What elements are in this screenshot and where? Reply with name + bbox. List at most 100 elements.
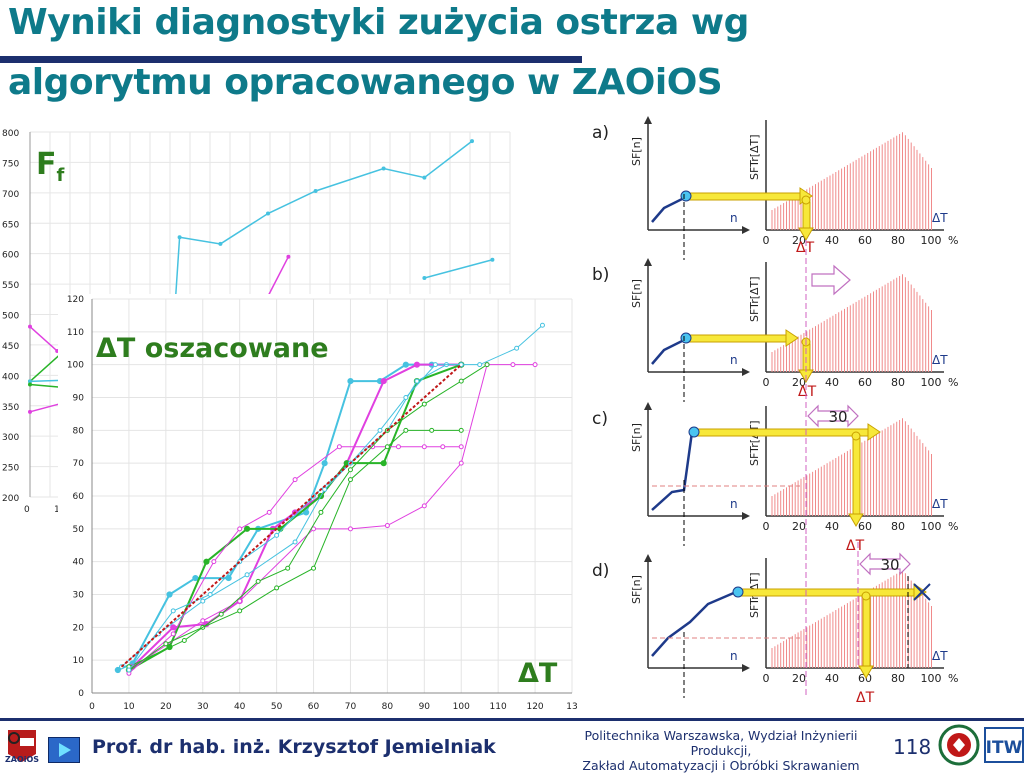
- sf-x-label: n: [730, 353, 738, 367]
- panel-label: b): [592, 265, 609, 285]
- ff-ytick-label: 300: [2, 433, 19, 443]
- sftr-xtick-label: 100: [921, 520, 942, 533]
- dt-point: [274, 532, 280, 538]
- sf-y-arrowhead: [644, 116, 652, 124]
- dt-arrow: [862, 597, 871, 667]
- dt-ytick-label: 20: [73, 623, 85, 633]
- dt-xtick-label: 50: [271, 702, 283, 712]
- dt-point: [200, 598, 206, 604]
- transfer-arrow: [685, 192, 801, 201]
- dt-point: [377, 427, 383, 433]
- dt-point: [244, 572, 250, 578]
- ff-ytick-label: 550: [2, 281, 19, 291]
- dt-point: [380, 377, 387, 385]
- sf-y-label: SF[n]: [630, 423, 643, 452]
- dt-xtick-label: 80: [382, 702, 394, 712]
- itw-logo: ITW: [984, 727, 1024, 763]
- sf-y-arrowhead: [644, 258, 652, 266]
- next-slide-button[interactable]: [48, 737, 80, 763]
- dt-point: [458, 378, 464, 384]
- ff-series-line: [424, 259, 493, 279]
- slide-title-line2: algorytmu opracowanego w ZAOiOS: [8, 62, 723, 103]
- dt-point: [413, 361, 421, 368]
- dt-point: [414, 378, 420, 384]
- ff-ytick-label: 750: [2, 159, 19, 169]
- dt-axis-label: ΔT: [518, 658, 558, 689]
- dt-point: [207, 592, 213, 597]
- dt-point: [203, 558, 210, 565]
- ff-ytick-label: 400: [2, 372, 19, 382]
- ff-ytick-label: 350: [2, 403, 19, 413]
- dt-point: [321, 460, 328, 467]
- dt-point: [380, 460, 387, 467]
- percent-sign: %: [948, 520, 958, 533]
- ff-series-line: [165, 140, 473, 443]
- dt-point: [237, 598, 243, 604]
- ff-point: [28, 409, 32, 414]
- sftr-xtick-label: 80: [891, 376, 905, 389]
- sftr-xtick-label: 20: [792, 376, 806, 389]
- sf-current-point: [732, 586, 744, 598]
- dt-point: [114, 666, 121, 674]
- sftr-xtick-label: 80: [891, 234, 905, 247]
- sf-x-label: n: [730, 211, 738, 225]
- dt-point: [211, 559, 217, 565]
- dt-ytick-label: 90: [73, 394, 85, 404]
- dt-ytick-label: 10: [73, 656, 85, 666]
- sftr-xtick-label: 40: [825, 672, 839, 685]
- dt-arrow: [802, 201, 811, 229]
- slide-title-line1: Wyniki diagnostyki zużycia ostrza wg: [8, 2, 749, 43]
- ff-point: [422, 276, 427, 280]
- dt-arrowhead: [848, 513, 864, 527]
- sftr-x-label: ΔT: [932, 211, 948, 225]
- dt-point: [166, 591, 173, 598]
- dt-xtick-label: 0: [89, 702, 95, 712]
- institution-line2: Zakład Automatyzacji i Obróbki Skrawanie…: [582, 758, 860, 773]
- sf-y-label: SF[n]: [630, 279, 643, 308]
- dt-ytick-label: 100: [67, 361, 84, 371]
- ff-ytick-label: 250: [2, 464, 19, 474]
- dt-estimated-label: ΔT oszacowane: [96, 333, 329, 364]
- sftr-xtick-label: 0: [763, 376, 770, 389]
- ff-ytick-label: 500: [2, 312, 19, 322]
- ff-ytick-label: 700: [2, 190, 19, 200]
- dt-ytick-label: 110: [67, 328, 84, 338]
- panel-label: c): [592, 409, 608, 429]
- sftr-y-label: SFTr[ΔT]: [748, 420, 761, 466]
- dt-ytick-label: 120: [67, 295, 84, 305]
- dt-point: [510, 362, 516, 368]
- dt-point: [126, 667, 132, 673]
- sftr-xtick-label: 60: [858, 520, 872, 533]
- sftr-xtick-label: 100: [921, 234, 942, 247]
- dt-marker-label: ΔT: [856, 690, 875, 706]
- dt-point: [303, 509, 310, 516]
- sftr-x-label: ΔT: [932, 649, 948, 663]
- sftr-xtick-label: 40: [825, 520, 839, 533]
- dt-point: [458, 444, 464, 450]
- sftr-x-label: ΔT: [932, 353, 948, 367]
- dt-point: [514, 345, 520, 351]
- dt-point: [237, 608, 243, 614]
- dt-point: [477, 362, 483, 368]
- sf-y-label: SF[n]: [630, 137, 643, 166]
- dt-xtick-label: 120: [526, 702, 543, 712]
- dt-series-line: [128, 446, 462, 674]
- dt-point: [243, 525, 251, 532]
- dt-point: [421, 503, 427, 509]
- sftr-xtick-label: 20: [792, 520, 806, 533]
- sftr-xtick-label: 40: [825, 234, 839, 247]
- percent-sign: %: [948, 672, 958, 685]
- dt-point: [347, 477, 353, 483]
- page-number: 118: [893, 735, 932, 759]
- sf-current-point: [680, 190, 692, 202]
- dt-ytick-label: 70: [73, 459, 85, 469]
- sftr-xtick-label: 0: [763, 672, 770, 685]
- sftr-x-label: ΔT: [932, 497, 948, 511]
- transfer-arrowhead: [867, 423, 881, 441]
- dt-point: [336, 444, 342, 450]
- sf-y-arrowhead: [644, 402, 652, 410]
- dt-point: [266, 509, 272, 515]
- sftr-xtick-label: 80: [891, 672, 905, 685]
